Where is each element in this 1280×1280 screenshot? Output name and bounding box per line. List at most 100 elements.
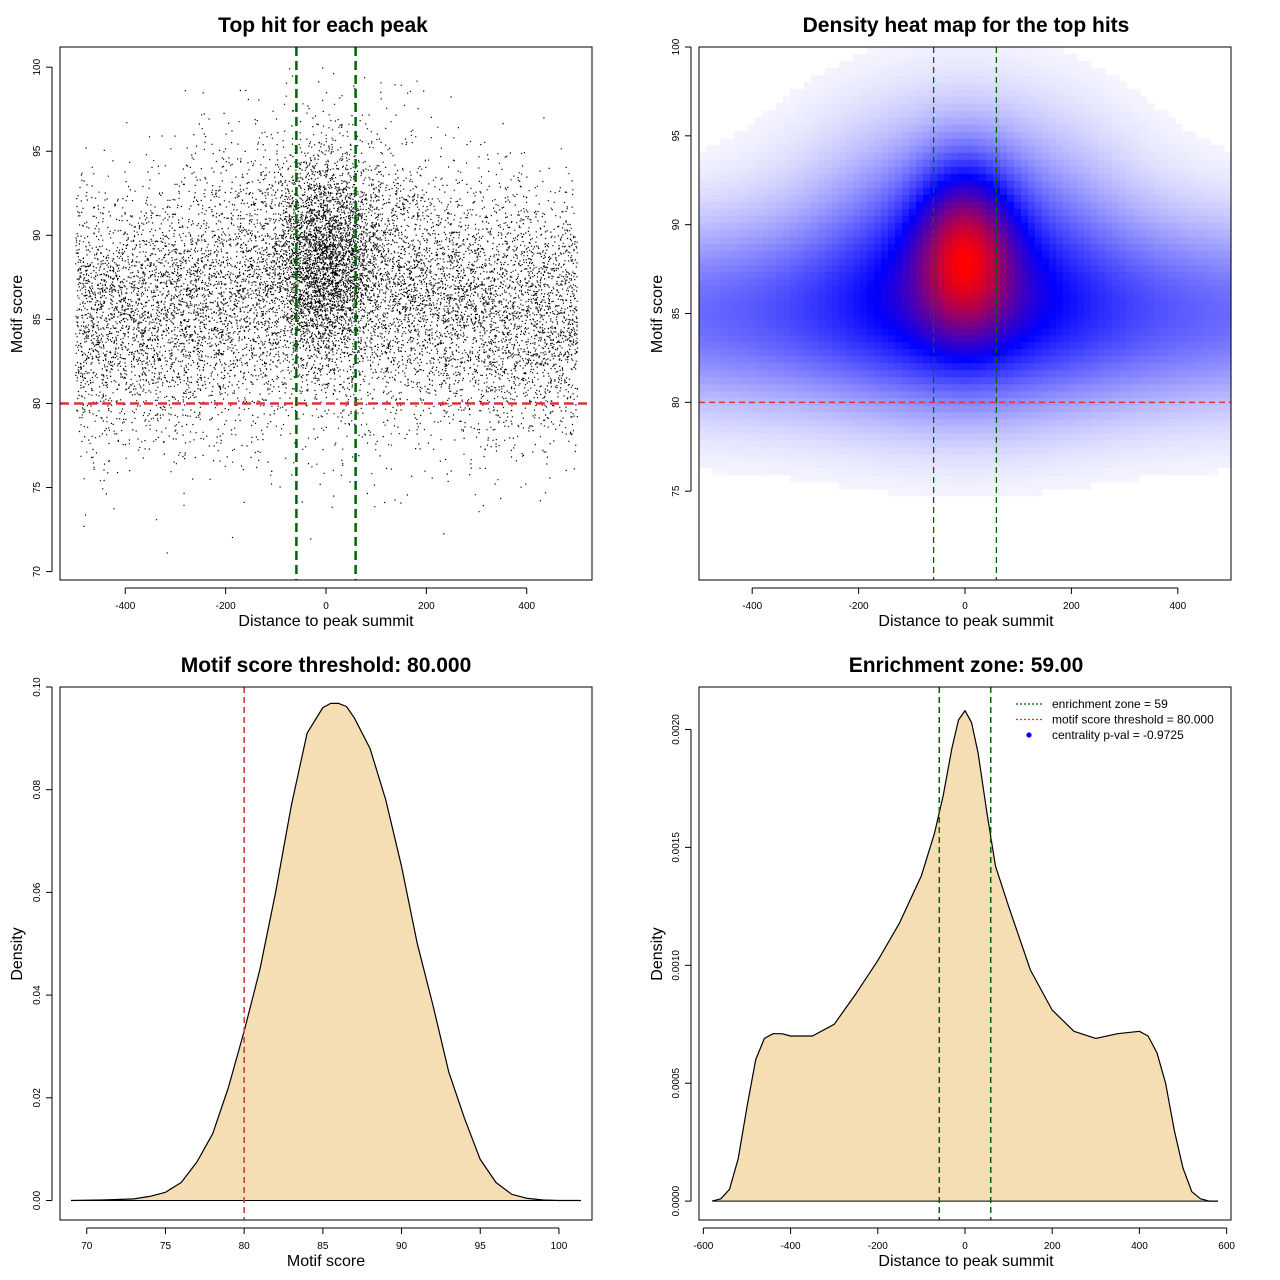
panel2-heatmap-cell	[832, 180, 840, 188]
panel2-heatmap-cell	[1098, 341, 1106, 350]
panel2-heatmap-cell	[986, 411, 994, 420]
panel2-heatmap-cell	[1210, 271, 1218, 280]
panel2-heatmap-cell	[1147, 390, 1155, 399]
panel2-heatmap-cell	[1105, 425, 1113, 434]
panel2-heatmap-cell	[1203, 264, 1211, 273]
panel2-heatmap-cell	[1203, 453, 1211, 462]
panel2-heatmap-cell	[818, 194, 826, 202]
panel2-heatmap-cell	[1084, 187, 1092, 195]
panel2-heatmap-cell	[1217, 257, 1225, 265]
panel2-heatmap-cell	[748, 425, 756, 434]
panel2-heatmap-cell	[1084, 397, 1092, 406]
panel2-heatmap-cell	[874, 432, 882, 441]
panel2-heatmap-cell	[1035, 152, 1043, 160]
panel2-heatmap-cell	[944, 453, 952, 462]
panel2-heatmap-cell	[1196, 243, 1204, 251]
panel2-heatmap-cell	[1168, 201, 1176, 209]
panel2-heatmap-cell	[1056, 467, 1064, 476]
panel2-heatmap-cell	[1119, 418, 1127, 427]
panel2-heatmap-cell	[944, 481, 952, 490]
panel2-heatmap-cell	[811, 145, 819, 153]
panel2-heatmap-cell	[937, 460, 945, 469]
panel2-heatmap-cell	[972, 418, 980, 427]
panel2-heatmap-cell	[846, 467, 854, 476]
panel2-heatmap-cell	[804, 362, 812, 371]
panel2-heatmap-cell	[1077, 285, 1085, 294]
panel2-heatmap-cell	[972, 61, 980, 69]
panel2-heatmap-cell	[874, 418, 882, 427]
panel2-heatmap-cell	[1112, 180, 1120, 188]
panel2-heatmap-cell	[825, 404, 833, 413]
panel2-heatmap-cell	[818, 425, 826, 434]
panel2-heatmap-cell	[1000, 320, 1008, 329]
panel2-heatmap-cell	[839, 124, 847, 132]
panel2-heatmap-cell	[1112, 383, 1120, 392]
panel2-heatmap-cell	[951, 215, 959, 223]
panel2-heatmap-cell	[937, 313, 945, 322]
panel2-heatmap-cell	[1168, 159, 1176, 167]
panel2-heatmap-cell	[825, 327, 833, 336]
panel2-heatmap-cell	[783, 390, 791, 399]
panel2-heatmap-cell	[1007, 145, 1015, 153]
panel2-heatmap-cell	[713, 411, 721, 420]
panel2-heatmap-cell	[853, 264, 861, 273]
panel2-heatmap-cell	[1014, 425, 1022, 434]
panel2-heatmap-cell	[1056, 47, 1064, 55]
panel2-heatmap-cell	[965, 229, 973, 237]
panel2-heatmap-cell	[1154, 418, 1162, 427]
panel2-heatmap-cell	[951, 285, 959, 294]
panel2-heatmap-cell	[1133, 348, 1141, 357]
panel2-heatmap-cell	[1182, 299, 1190, 308]
panel2-heatmap-cell	[860, 229, 868, 237]
panel2-heatmap-cell	[1154, 348, 1162, 357]
panel2-heatmap-cell	[923, 166, 931, 174]
panel3-x-tick-label: 95	[475, 1241, 487, 1252]
panel2-heatmap-cell	[1063, 404, 1071, 413]
panel2-heatmap-cell	[916, 159, 924, 167]
panel2-heatmap-cell	[1168, 320, 1176, 329]
panel2-heatmap-cell	[1217, 145, 1225, 153]
panel2-heatmap-cell	[748, 152, 756, 160]
panel2-heatmap-cell	[902, 327, 910, 336]
panel2-heatmap-cell	[762, 390, 770, 399]
panel2-heatmap-cell	[1133, 362, 1141, 371]
panel2-heatmap-cell	[930, 103, 938, 111]
panel2-heatmap-cell	[923, 271, 931, 280]
panel2-heatmap-cell	[1168, 264, 1176, 273]
panel2-heatmap-cell	[888, 285, 896, 294]
panel2-heatmap-cell	[755, 446, 763, 455]
panel2-heatmap-cell	[769, 369, 777, 378]
panel4-y-tick-label: 0.0005	[671, 1067, 682, 1098]
panel2-heatmap-cell	[1182, 404, 1190, 413]
panel2-heatmap-cell	[1147, 313, 1155, 322]
panel2-heatmap-cell	[748, 229, 756, 237]
panel2-heatmap-cell	[762, 201, 770, 209]
panel2-heatmap-cell	[1126, 208, 1134, 216]
panel2-heatmap-cell	[1147, 418, 1155, 427]
panel2-heatmap-cell	[748, 362, 756, 371]
panel2-heatmap-cell	[979, 82, 987, 90]
panel2-heatmap-cell	[1119, 201, 1127, 209]
panel2-heatmap-cell	[937, 285, 945, 294]
panel3-y-tick-label: 0.10	[32, 677, 43, 697]
panel2-heatmap-cell	[734, 418, 742, 427]
panel2-heatmap-cell	[769, 208, 777, 216]
panel2-heatmap-cell	[1070, 446, 1078, 455]
panel2-heatmap-cell	[790, 208, 798, 216]
panel2-heatmap-cell	[1203, 236, 1211, 244]
panel2-heatmap-cell	[923, 292, 931, 301]
panel2-heatmap-cell	[1224, 194, 1232, 202]
panel2-heatmap-cell	[1203, 201, 1211, 209]
panel2-heatmap-cell	[972, 208, 980, 216]
panel2-heatmap-cell	[881, 103, 889, 111]
panel2-heatmap-cell	[1154, 397, 1162, 406]
panel2-heatmap-cell	[1063, 320, 1071, 329]
panel2-heatmap-cell	[1049, 229, 1057, 237]
panel2-heatmap-cell	[1098, 397, 1106, 406]
panel2-heatmap-cell	[720, 383, 728, 392]
panel2-heatmap-cell	[832, 257, 840, 265]
panel2-heatmap-cell	[1126, 89, 1134, 97]
panel2-heatmap-cell	[769, 446, 777, 455]
panel2-heatmap-cell	[797, 376, 805, 385]
panel2-heatmap-cell	[1035, 362, 1043, 371]
